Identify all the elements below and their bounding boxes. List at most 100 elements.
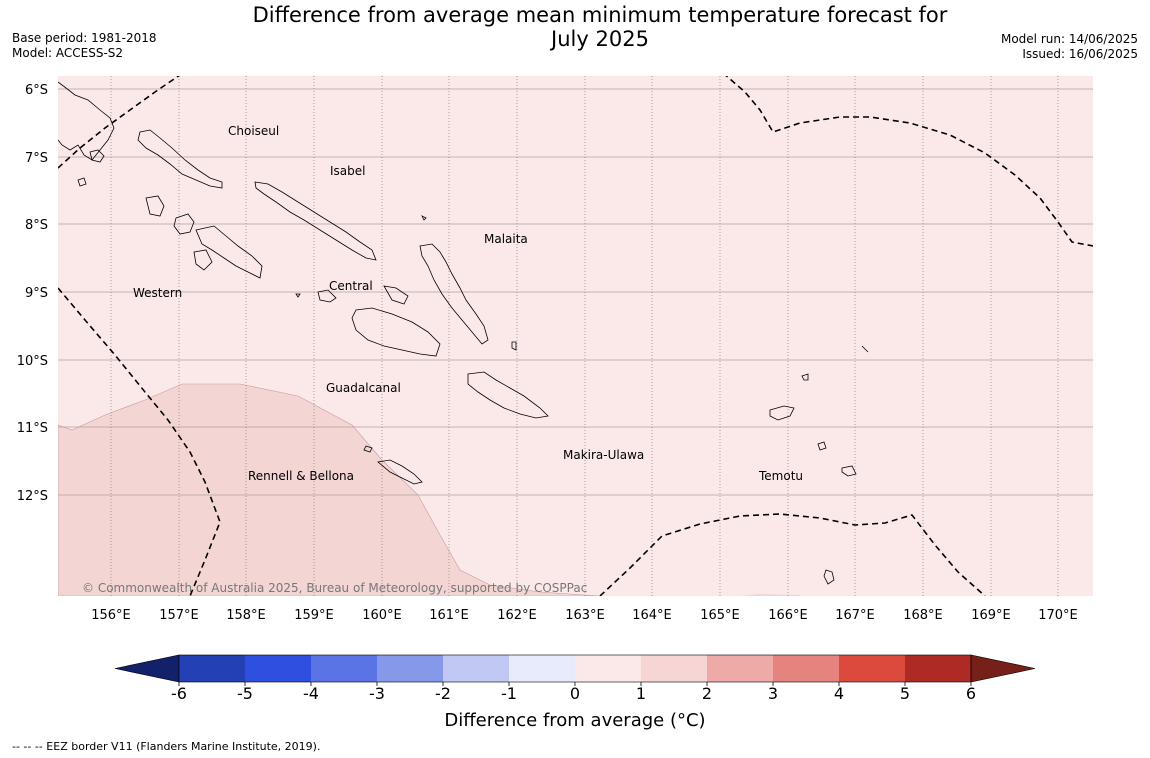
island-small-3 bbox=[77, 177, 87, 187]
lat-label: 11°S bbox=[17, 421, 48, 436]
colorbar-segment bbox=[773, 655, 839, 682]
colorbar-segment bbox=[839, 655, 905, 682]
colorbar-segment bbox=[707, 655, 773, 682]
island-bellona bbox=[363, 445, 373, 453]
colorbar-segment bbox=[905, 655, 971, 682]
lon-label: 169°E bbox=[971, 608, 1011, 623]
island-small-2 bbox=[861, 345, 869, 353]
colorbar-segment bbox=[311, 655, 377, 682]
lon-label: 158°E bbox=[226, 608, 266, 623]
region-label: Malaita bbox=[484, 232, 528, 246]
colorbar-tick-label: -2 bbox=[435, 684, 451, 703]
colorbar-ticks: -6 -5 -4 -3 -2 -1 0 1 2 3 4 5 6 bbox=[171, 682, 976, 703]
island-florida bbox=[317, 285, 409, 305]
region-label: Isabel bbox=[330, 164, 365, 178]
eez-footnote: -- -- -- EEZ border V11 (Flanders Marine… bbox=[12, 740, 321, 753]
issued-date: Issued: 16/06/2025 bbox=[1022, 47, 1138, 61]
run-info: Model run: 14/06/2025 Issued: 16/06/2025 bbox=[1001, 32, 1138, 62]
colorbar-tick-label: 0 bbox=[570, 684, 580, 703]
colorbar-tick-label: -1 bbox=[501, 684, 517, 703]
colorbar-extend-high bbox=[970, 654, 1036, 683]
island-guadalcanal bbox=[351, 307, 441, 357]
colorbar-segment bbox=[509, 655, 575, 682]
lat-label: 10°S bbox=[17, 354, 48, 369]
colorbar-tick-label: 6 bbox=[966, 684, 976, 703]
model-run: Model run: 14/06/2025 bbox=[1000, 32, 1138, 46]
copyright-notice: © Commonwealth of Australia 2025, Bureau… bbox=[82, 581, 587, 595]
island-reef bbox=[801, 373, 809, 381]
lon-label: 165°E bbox=[700, 608, 740, 623]
region-label: Makira-Ulawa bbox=[563, 448, 644, 462]
colorbar-label: Difference from average (°C) bbox=[444, 710, 706, 731]
model-name: Model: ACCESS-S2 bbox=[12, 46, 124, 60]
colorbar bbox=[114, 654, 1036, 683]
island-vanikoro bbox=[841, 465, 857, 477]
lon-label: 167°E bbox=[835, 608, 875, 623]
island-tikopia bbox=[823, 569, 835, 585]
island-rennell bbox=[377, 459, 423, 485]
base-period: Base period: 1981-2018 bbox=[12, 31, 157, 45]
base-info: Base period: 1981-2018 Model: ACCESS-S2 bbox=[12, 31, 157, 61]
island-choiseul bbox=[137, 129, 223, 189]
lon-label: 162°E bbox=[497, 608, 537, 623]
colorbar-tick-label: -6 bbox=[171, 684, 187, 703]
colorbar-tick-label: -5 bbox=[237, 684, 253, 703]
colorbar-tick-label: 4 bbox=[834, 684, 844, 703]
chart-title: Difference from average mean minimum tem… bbox=[250, 3, 950, 51]
colorbar-tick-label: 5 bbox=[900, 684, 910, 703]
lon-label: 168°E bbox=[903, 608, 943, 623]
region-label: Temotu bbox=[758, 469, 803, 483]
island-small-4 bbox=[421, 215, 427, 221]
lon-label: 160°E bbox=[362, 608, 402, 623]
island-bougainville bbox=[58, 81, 115, 161]
region-label: Western bbox=[133, 286, 182, 300]
region-label: Choiseul bbox=[228, 124, 279, 138]
lat-label: 7°S bbox=[25, 151, 48, 166]
region-label: Central bbox=[329, 279, 373, 293]
lat-label: 12°S bbox=[17, 489, 48, 504]
island-bougainville-south bbox=[89, 149, 105, 163]
region-label: Guadalcanal bbox=[326, 381, 401, 395]
lon-label: 157°E bbox=[159, 608, 199, 623]
lat-label: 6°S bbox=[25, 83, 48, 98]
colorbar-tick-label: 2 bbox=[702, 684, 712, 703]
island-santa-cruz bbox=[769, 405, 795, 421]
colorbar-tick-label: 1 bbox=[636, 684, 646, 703]
island-small-5 bbox=[295, 293, 301, 298]
colorbar-tick-label: -4 bbox=[303, 684, 319, 703]
lon-label: 156°E bbox=[91, 608, 131, 623]
title-line-2: July 2025 bbox=[551, 27, 649, 51]
colorbar-segment bbox=[179, 655, 245, 682]
lat-label: 9°S bbox=[25, 286, 48, 301]
colorbar-segment bbox=[245, 655, 311, 682]
colorbar-segment bbox=[575, 655, 641, 682]
lon-label: 166°E bbox=[768, 608, 808, 623]
lat-label: 8°S bbox=[25, 218, 48, 233]
island-isabel bbox=[254, 181, 377, 261]
colorbar-tick-label: -3 bbox=[369, 684, 385, 703]
latitude-gridlines bbox=[58, 88, 1093, 496]
colorbar-segment bbox=[443, 655, 509, 682]
region-labels: Choiseul Isabel Malaita Western Central … bbox=[133, 124, 803, 483]
lon-label: 163°E bbox=[565, 608, 605, 623]
lon-label: 170°E bbox=[1038, 608, 1078, 623]
eez-borders bbox=[58, 76, 1093, 596]
map-figure: Choiseul Isabel Malaita Western Central … bbox=[17, 76, 1093, 703]
island-rendova bbox=[193, 249, 213, 271]
island-utupua bbox=[817, 441, 827, 451]
anomaly-region-small bbox=[740, 594, 800, 596]
island-new-georgia bbox=[173, 213, 263, 279]
colorbar-segment bbox=[377, 655, 443, 682]
colorbar-tick-label: 3 bbox=[768, 684, 778, 703]
lon-label: 161°E bbox=[429, 608, 469, 623]
latitude-labels: 6°S 7°S 8°S 9°S 10°S 11°S 12°S bbox=[17, 83, 48, 504]
region-label: Rennell & Bellona bbox=[248, 469, 354, 483]
colorbar-segment bbox=[641, 655, 707, 682]
lon-label: 164°E bbox=[632, 608, 672, 623]
island-small-1 bbox=[511, 341, 517, 351]
island-vella-lavella bbox=[145, 195, 165, 217]
island-makira bbox=[467, 371, 549, 419]
lon-label: 159°E bbox=[294, 608, 334, 623]
longitude-labels: 156°E 157°E 158°E 159°E 160°E 161°E 162°… bbox=[91, 608, 1078, 623]
island-malaita bbox=[419, 243, 489, 345]
